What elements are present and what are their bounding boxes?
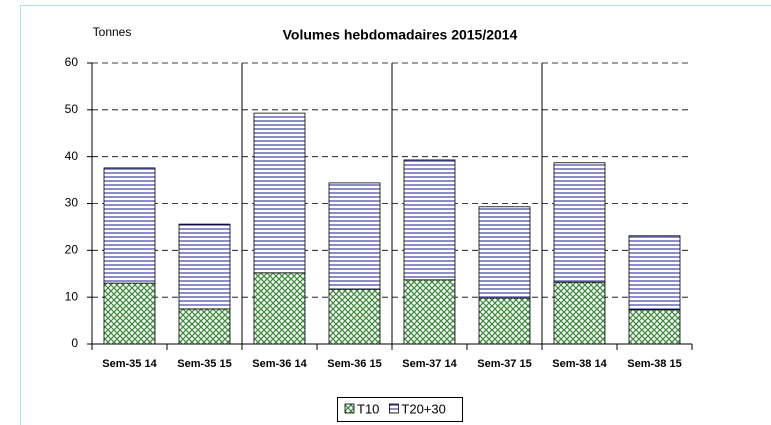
x-tick-label: Sem-38 14 [552, 358, 607, 370]
x-tick-label: Sem-38 15 [627, 358, 681, 370]
bar-segment [103, 167, 156, 284]
bar-segment [403, 279, 456, 345]
bar-segment [253, 272, 306, 345]
y-tick-label: 30 [65, 196, 79, 210]
y-tick-label: 10 [65, 289, 79, 303]
chart-title: Volumes hebdomadaires 2015/2014 [283, 27, 518, 43]
legend-box [337, 397, 463, 422]
x-tick-label: Sem-35 14 [102, 358, 157, 370]
legend-swatch [389, 403, 399, 414]
bar-segment [178, 223, 231, 310]
y-tick-label: 60 [65, 55, 79, 69]
legend-swatch [344, 403, 355, 414]
bar-segment [553, 162, 606, 283]
bar-segment [328, 288, 381, 345]
x-tick-label: Sem-37 14 [402, 358, 457, 370]
bar-segment [103, 282, 156, 345]
y-tick-label: 50 [65, 102, 79, 116]
x-tick-label: Sem-35 15 [177, 358, 231, 370]
bar-segment [403, 159, 456, 281]
x-tick-label: Sem-36 15 [327, 358, 381, 370]
y-tick-label: 40 [65, 149, 79, 163]
legend-label: T20+30 [401, 401, 445, 416]
bar-segment [478, 206, 531, 299]
y-tick-label: 0 [71, 336, 78, 350]
bar-segment [328, 182, 381, 290]
frame [20, 5, 771, 425]
bar-segment [178, 308, 231, 345]
legend-label: T10 [357, 401, 379, 416]
bar-segment [628, 309, 681, 345]
bar-segment [553, 281, 606, 345]
bar-segment [478, 297, 531, 345]
x-tick-label: Sem-36 14 [252, 358, 307, 370]
x-tick-label: Sem-37 15 [477, 358, 531, 370]
y-axis-label: Tonnes [93, 25, 132, 39]
bar-segment [628, 235, 681, 311]
bar-segment [253, 112, 306, 274]
y-tick-label: 20 [65, 243, 79, 257]
